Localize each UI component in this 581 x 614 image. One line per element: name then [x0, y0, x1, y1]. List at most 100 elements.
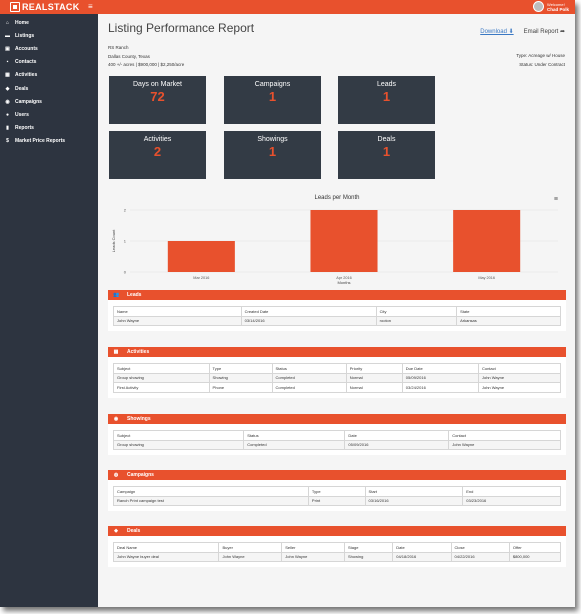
panel-body: Subject Type Status Priority Due Date Contact… [108, 357, 566, 398]
user-menu[interactable]: Welcome! Chad Polk [532, 1, 569, 12]
bar [453, 210, 521, 272]
panel-body: Subject Status Date Contact Group showing Com… [108, 424, 566, 455]
column-header[interactable]: Start [364, 486, 464, 497]
column-header[interactable]: Due Date [401, 363, 479, 374]
eye-icon: ◉ [113, 416, 119, 422]
panel-title: Showings [127, 416, 151, 422]
column-header[interactable]: State [456, 306, 561, 317]
stat-label: Campaigns [254, 81, 291, 88]
chart-menu-icon[interactable]: ≡ [553, 196, 558, 203]
sidebar-item-label: Listings [15, 32, 35, 39]
activities-panel: ▦ Activities Subject Type Status Priority Due … [108, 347, 566, 398]
stat-tile-campaigns: Campaigns 1 [224, 76, 321, 124]
table-cell: John Wayne [113, 315, 242, 326]
column-header[interactable]: Created Date [240, 306, 377, 317]
panel-header: ◍ Campaigns [108, 470, 566, 480]
table-cell: 03/23/2016 [462, 495, 561, 506]
sidebar-item-campaigns[interactable]: ◉ Campaigns [0, 95, 98, 108]
column-header[interactable]: End [462, 486, 561, 497]
stat-tile-showings: Showings 1 [224, 131, 321, 179]
table-cell: 03/16/2016 [364, 495, 464, 506]
avatar[interactable] [532, 1, 544, 12]
main-content: Listing Performance Report Download ⬇ Em… [98, 14, 575, 607]
column-header[interactable]: Type [208, 363, 273, 374]
panel-header: 👥 Leads [108, 290, 566, 300]
property-meta: Type: Acreage w/ House Status: Under Con… [516, 51, 565, 69]
table-row[interactable]: John Wayne 03/14/2016 rooton Arkansas [113, 315, 561, 326]
header-actions: Download ⬇ Email Report ➦ [480, 28, 565, 35]
property-type: Type: Acreage w/ House [516, 53, 565, 58]
column-header[interactable]: Deal Name [112, 542, 220, 553]
property-status: Status: Under Contract [519, 62, 565, 67]
table-row[interactable]: Group showing Showing Completed Normal 05/09… [113, 372, 562, 383]
sidebar-item-activities[interactable]: ▦ Activities [0, 69, 98, 82]
column-header[interactable]: Date [392, 542, 452, 553]
sidebar-item-home[interactable]: ⌂ Home [0, 16, 98, 29]
column-header[interactable]: Stage [344, 542, 394, 553]
column-header[interactable]: Buyer [218, 542, 283, 553]
table-row[interactable]: First Activity Phone Completed Normal 03/24/… [113, 382, 562, 393]
table-cell: Print [307, 495, 366, 506]
column-header[interactable]: Status [243, 430, 346, 441]
stat-tile-activities: Activities 2 [109, 131, 206, 179]
table-cell: Ranch Print campaign test [113, 495, 309, 506]
column-header[interactable]: Date [344, 430, 450, 441]
x-tick-label: Mar 2016 [193, 276, 209, 280]
column-header[interactable]: Seller [281, 542, 346, 553]
bar [310, 210, 378, 272]
table-cell: Showing [208, 372, 273, 383]
column-header[interactable]: Campaign [113, 486, 309, 497]
y-tick-label: 1 [124, 239, 127, 244]
sidebar-item-users[interactable]: ● Users [0, 108, 98, 121]
table-cell: First Activity [113, 382, 210, 393]
table-cell: Group showing [113, 372, 210, 383]
column-header[interactable]: Subject [112, 430, 245, 441]
column-header[interactable]: Name [113, 306, 242, 317]
sidebar-item-label: Accounts [15, 45, 38, 52]
download-link[interactable]: Download ⬇ [480, 29, 514, 35]
column-header[interactable]: Close [450, 542, 510, 553]
table-row[interactable]: Group showing Completed 05/09/2016 John Way… [112, 439, 561, 450]
sidebar-item-label: Contacts [15, 59, 37, 66]
table-cell: John Wayne buyer deal [112, 551, 220, 562]
property-location: Dallas County, Texas [108, 53, 150, 59]
calendar-icon: ▦ [113, 349, 119, 355]
stat-value: 1 [382, 89, 391, 104]
stat-value: 2 [153, 144, 162, 159]
table-cell: Normal [345, 382, 403, 393]
sidebar-item-contacts[interactable]: ▪ Contacts [0, 56, 98, 69]
column-header[interactable]: Status [271, 363, 347, 374]
column-header[interactable]: Contact [477, 363, 562, 374]
column-header[interactable]: Type [307, 486, 366, 497]
column-header[interactable]: City [375, 306, 458, 317]
sidebar-item-listings[interactable]: ▬ Listings [0, 29, 98, 42]
column-header[interactable]: Priority [345, 363, 403, 374]
stat-value: 1 [268, 144, 277, 159]
panel-title: Activities [127, 349, 150, 355]
sidebar-item-reports[interactable]: ▮ Reports [0, 122, 98, 135]
campaigns-icon: ◉ [5, 98, 10, 105]
table-row[interactable]: John Wayne buyer deal John Wayne John Wayn… [112, 551, 562, 562]
column-header[interactable]: Contact [448, 430, 561, 441]
globe-icon: ◍ [113, 472, 119, 478]
stat-value: 1 [382, 144, 391, 159]
table-cell: 03/14/2016 [240, 315, 377, 326]
email-report-link[interactable]: Email Report ➦ [523, 29, 565, 35]
sidebar-item-deals[interactable]: ◆ Deals [0, 82, 98, 95]
sidebar-item-market-price-reports[interactable]: $ Market Price Reports [0, 135, 98, 148]
sidebar-item-label: Market Price Reports [15, 138, 66, 145]
column-header[interactable]: Subject [113, 363, 210, 374]
sidebar-item-accounts[interactable]: ▣ Accounts [0, 42, 98, 55]
table-cell: rooton [375, 315, 458, 326]
table-row[interactable]: Ranch Print campaign test Print 03/16/2016… [113, 495, 561, 506]
x-tick-label: May 2016 [478, 276, 495, 280]
column-header[interactable]: Offer [508, 542, 562, 553]
table-header-row: Campaign Type Start End [113, 486, 561, 497]
logo[interactable]: REALSTACK [10, 2, 80, 12]
stat-tile-deals: Deals 1 [338, 131, 435, 179]
menu-toggle-icon[interactable]: ≡ [88, 2, 93, 11]
app-window: REALSTACK ≡ Welcome! Chad Polk ⌂ Home ▬ Lis… [0, 0, 575, 607]
table-cell: John Wayne [281, 551, 346, 562]
table-cell: 05/09/2016 [401, 372, 479, 383]
contacts-icon: ▪ [6, 59, 9, 66]
